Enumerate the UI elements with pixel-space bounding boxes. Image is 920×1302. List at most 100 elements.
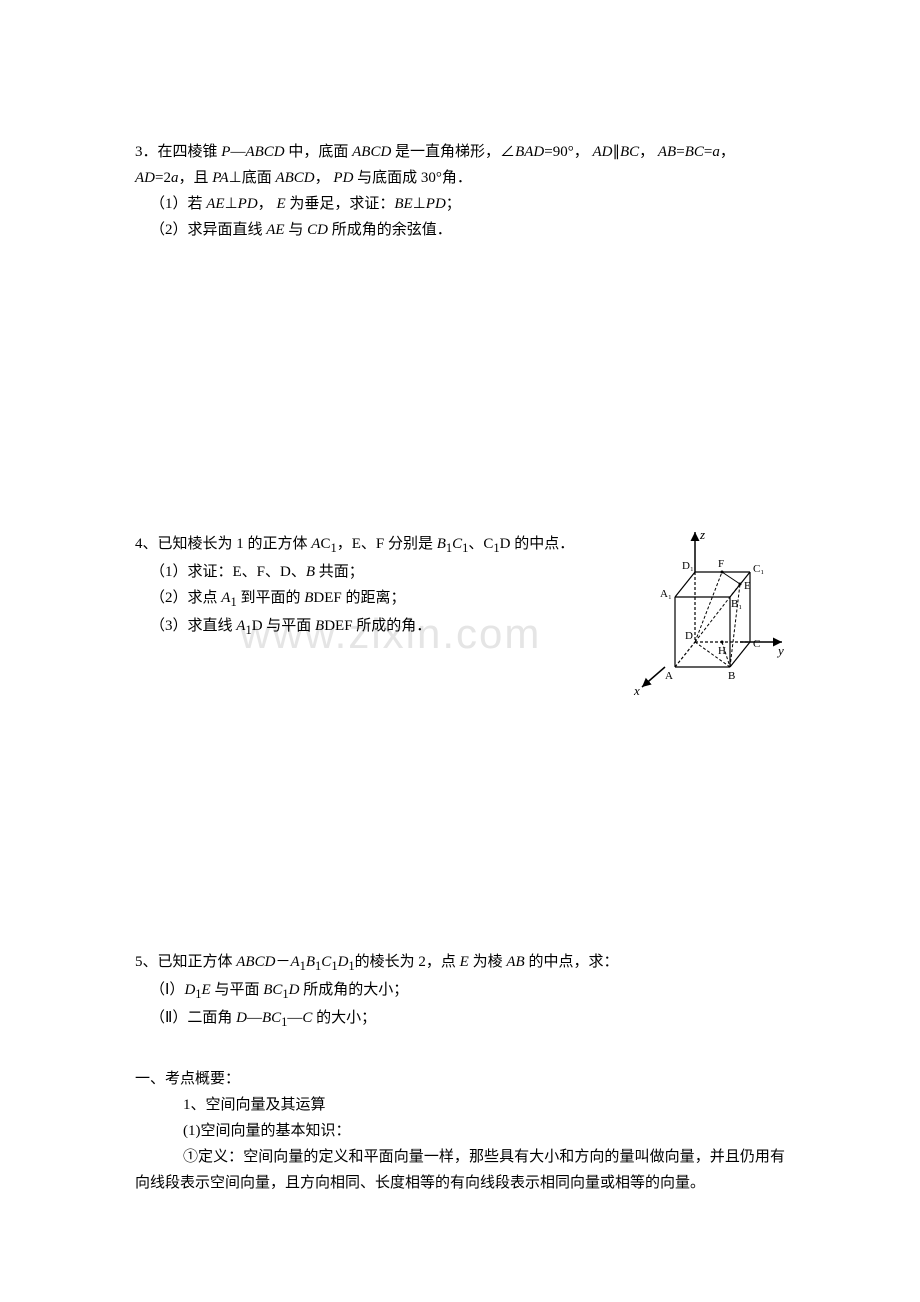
summary-body: ①定义：空间向量的定义和平面向量一样，那些具有大小和方向的量叫做向量，并且仍用有…	[135, 1145, 785, 1196]
text-italic: AB	[658, 144, 676, 160]
text-italic: B	[306, 564, 315, 580]
text: =	[676, 144, 684, 160]
text: ，且	[178, 170, 208, 186]
text: ；	[446, 196, 461, 212]
text: （1）求证：E、F、D、	[150, 564, 306, 580]
text: （1）若	[150, 196, 203, 212]
text: （3）求直线	[150, 618, 233, 634]
cube-figure: z y x	[610, 527, 790, 697]
label-d: D	[685, 630, 693, 642]
text-italic: B	[306, 954, 315, 970]
text-italic: ABCD	[352, 144, 391, 160]
text: 共面；	[319, 564, 364, 580]
problem-3-line-1: 3．在四棱锥 P—ABCD 中，底面 ABCD 是一直角梯形，∠BAD=90°，…	[135, 140, 785, 164]
text: 为棱	[473, 954, 503, 970]
text-italic: BC	[620, 144, 639, 160]
problem-3-line-4: （2）求异面直线 AE 与 CD 所成角的余弦值．	[135, 218, 785, 242]
text-italic: AD	[135, 170, 155, 186]
text: 中，底面	[288, 144, 348, 160]
label-a1: A₁	[660, 588, 672, 600]
text: ⊥	[413, 196, 426, 212]
text-italic: PD	[238, 196, 258, 212]
label-b: B	[728, 670, 735, 682]
text: ，	[315, 170, 330, 186]
text: （2）求点	[150, 590, 218, 606]
problem-5: 5、已知正方体 ABCD－A1B1C1D1的棱长为 2，点 E 为棱 AB 的中…	[135, 950, 785, 1032]
text-italic: PA	[212, 170, 228, 186]
text-italic: BC	[263, 982, 282, 998]
page-content: 3．在四棱锥 P—ABCD 中，底面 ABCD 是一直角梯形，∠BAD=90°，…	[135, 140, 785, 1196]
text-italic: ABCD	[245, 144, 284, 160]
text: 所成角的大小；	[303, 982, 408, 998]
text: （Ⅱ）二面角	[150, 1010, 232, 1026]
label-d1: D₁	[682, 560, 694, 572]
problem-3: 3．在四棱锥 P—ABCD 中，底面 ABCD 是一直角梯形，∠BAD=90°，…	[135, 140, 785, 242]
text-italic: D	[236, 1010, 247, 1026]
text-italic: A	[290, 954, 299, 970]
axis-x-label: x	[633, 683, 640, 697]
text: ，	[639, 144, 654, 160]
text: —	[230, 144, 245, 160]
problem-5-line-2: （Ⅰ）D1E 与平面 BC1D 所成角的大小；	[135, 978, 785, 1004]
text: （Ⅰ）	[150, 982, 184, 998]
label-f: F	[718, 558, 724, 570]
label-b1: B₁	[731, 598, 742, 610]
problem-4: 4、已知棱长为 1 的正方体 AC1，E、F 分别是 B1C1、C1D 的中点．…	[135, 532, 785, 640]
text-italic: D	[184, 982, 195, 998]
text: ⊥	[225, 196, 238, 212]
text-italic: AD	[592, 144, 612, 160]
text: C	[320, 536, 330, 552]
text-italic: PD	[333, 170, 353, 186]
text-italic: CD	[307, 222, 328, 238]
axis-z-label: z	[699, 527, 705, 542]
label-c: C	[753, 638, 760, 650]
text: －	[275, 954, 290, 970]
text: =90°，	[544, 144, 588, 160]
problem-5-line-1: 5、已知正方体 ABCD－A1B1C1D1的棱长为 2，点 E 为棱 AB 的中…	[135, 950, 785, 976]
text-italic: C	[452, 536, 462, 552]
text-italic: AE	[206, 196, 224, 212]
text-italic: BAD	[515, 144, 544, 160]
text: ，	[720, 144, 735, 160]
problem-5-line-3: （Ⅱ）二面角 D—BC1—C 的大小；	[135, 1006, 785, 1032]
text-italic: E	[460, 954, 469, 970]
text: ⊥底面	[229, 170, 272, 186]
text-italic: C	[302, 1010, 312, 1026]
text-italic: E	[202, 982, 211, 998]
text-italic: AE	[266, 222, 284, 238]
text-italic: a	[712, 144, 720, 160]
text: 与底面成 30°角．	[357, 170, 472, 186]
text: DEF 的距离；	[313, 590, 405, 606]
problem-3-line-2: AD=2a，且 PA⊥底面 ABCD， PD 与底面成 30°角．	[135, 166, 785, 190]
text-italic: D	[338, 954, 349, 970]
text-italic: B	[437, 536, 446, 552]
text-italic: B	[304, 590, 313, 606]
text-italic: D	[289, 982, 300, 998]
text: 5、已知正方体	[135, 954, 233, 970]
label-a: A	[665, 670, 673, 682]
summary-title: 一、考点概要：	[135, 1067, 785, 1091]
sub: 1	[230, 595, 236, 609]
text-italic: PD	[426, 196, 446, 212]
problem-3-line-3: （1）若 AE⊥PD， E 为垂足，求证：BE⊥PD；	[135, 192, 785, 216]
text: 的大小；	[316, 1010, 376, 1026]
summary-section: 一、考点概要： 1、空间向量及其运算 (1)空间向量的基本知识： ①定义：空间向…	[135, 1067, 785, 1196]
text: 到平面的	[240, 590, 300, 606]
text: 是一直角梯形，∠	[395, 144, 515, 160]
text: 与平面	[214, 982, 259, 998]
text: 3．在四棱锥	[135, 144, 218, 160]
text: =2	[155, 170, 171, 186]
axis-y-label: y	[776, 643, 784, 658]
text: —	[247, 1010, 262, 1026]
text: ∥	[612, 144, 620, 160]
label-h: H	[718, 645, 726, 657]
text: 为垂足，求证：	[289, 196, 394, 212]
label-e: E	[744, 580, 751, 592]
text: 、C	[468, 536, 493, 552]
text: —	[287, 1010, 302, 1026]
summary-item-1: 1、空间向量及其运算	[135, 1093, 785, 1117]
text: DEF 所成的角．	[324, 618, 431, 634]
text-italic: E	[276, 196, 285, 212]
text: D 的中点．	[500, 536, 575, 552]
text: 的棱长为 2，点	[355, 954, 456, 970]
